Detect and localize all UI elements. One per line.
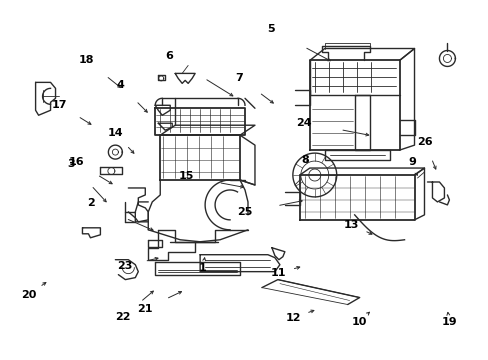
Text: 19: 19 [441, 317, 456, 327]
Text: 10: 10 [351, 317, 366, 327]
Text: 14: 14 [107, 129, 123, 138]
Text: 7: 7 [235, 73, 243, 83]
Text: 25: 25 [236, 207, 252, 217]
Text: 22: 22 [115, 312, 130, 322]
Text: 9: 9 [408, 157, 416, 167]
Text: 16: 16 [68, 157, 84, 167]
Text: 23: 23 [117, 261, 132, 271]
Text: 21: 21 [137, 304, 152, 314]
Text: 11: 11 [270, 268, 286, 278]
Text: 2: 2 [87, 198, 95, 208]
Text: 20: 20 [21, 290, 37, 300]
Text: 26: 26 [416, 138, 432, 147]
Text: 12: 12 [285, 313, 301, 323]
Text: 1: 1 [199, 263, 206, 273]
Text: 24: 24 [296, 118, 311, 128]
Text: 3: 3 [67, 159, 75, 169]
Text: 18: 18 [78, 55, 94, 65]
Text: 4: 4 [116, 80, 124, 90]
Text: 13: 13 [344, 220, 359, 230]
Text: 17: 17 [51, 100, 67, 110]
Text: 5: 5 [267, 24, 275, 35]
Text: 6: 6 [164, 51, 172, 61]
Text: 8: 8 [301, 155, 309, 165]
Text: 15: 15 [178, 171, 193, 181]
